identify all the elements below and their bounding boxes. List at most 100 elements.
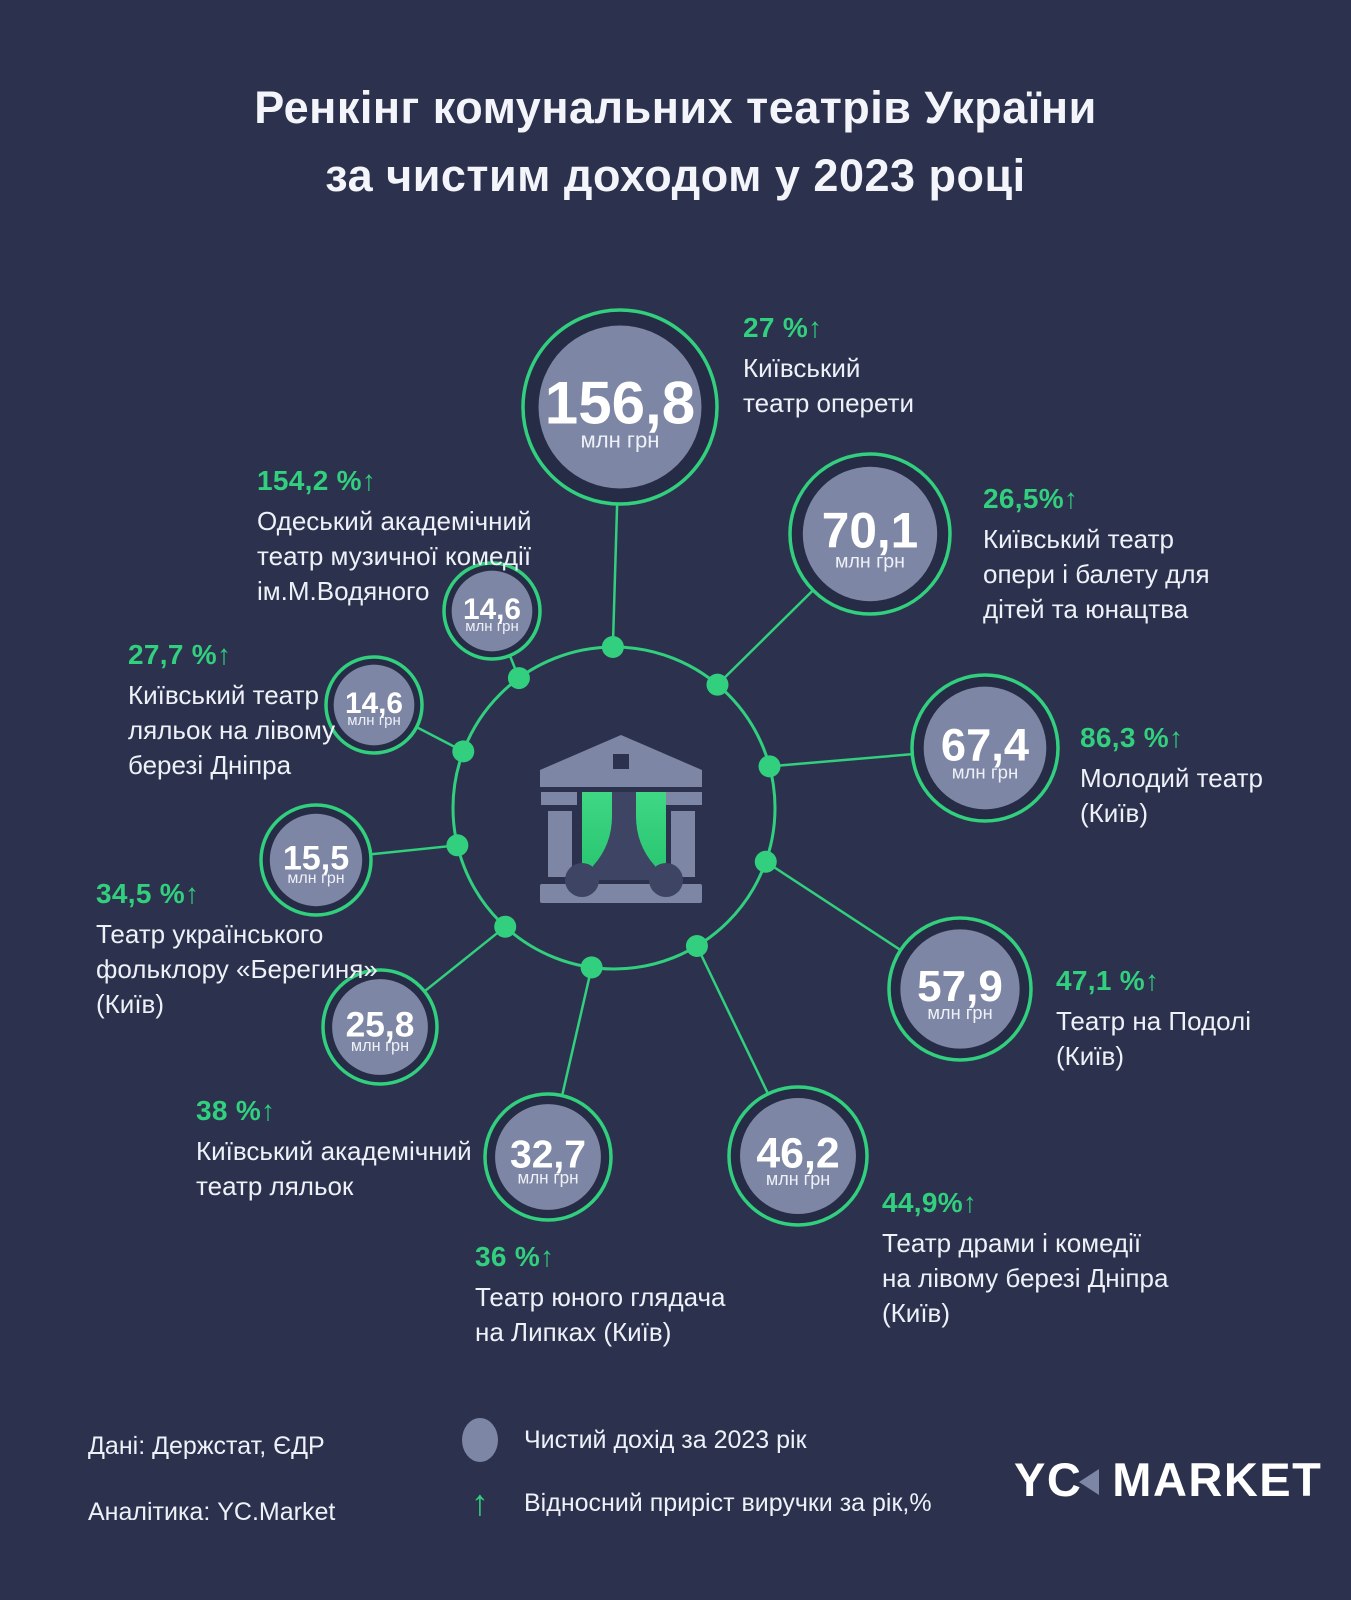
theater-label: 86,3 %↑ Молодий театр (Київ)	[1080, 722, 1263, 831]
theater-name-line: Київський академічний	[196, 1136, 472, 1166]
ring-dot	[452, 740, 475, 763]
bubble-unit: млн грн	[927, 1002, 992, 1023]
theater-name-line: (Київ)	[1056, 1041, 1125, 1071]
theater-name-line: Київський театр	[128, 680, 319, 710]
revenue-bubble-inner	[740, 1098, 856, 1214]
growth-percent: 38 %↑	[196, 1095, 276, 1126]
ring-dot	[494, 915, 517, 938]
theater-name-line: театр музичної комедії	[257, 541, 532, 571]
growth-percent: 154,2 %↑	[257, 465, 377, 496]
bubble-unit: млн грн	[351, 1037, 409, 1055]
theater-name-line: (Київ)	[96, 989, 165, 1019]
bubble-unit: млн грн	[465, 618, 519, 635]
bubble-value: 57,9	[917, 962, 1003, 1011]
revenue-bubble-inner	[451, 570, 533, 652]
legend-income-label: Чистий дохід за 2023 рік	[524, 1425, 807, 1454]
theater-label: 44,9%↑ Театр драми і комедії на лівому бер…	[882, 1187, 1168, 1331]
growth-arrow-icon: ↑	[471, 1482, 489, 1523]
bubble-unit: млн грн	[581, 428, 660, 453]
theater-name-line: Одеський академічний	[257, 506, 532, 536]
theater-name-line: Молодий театр	[1080, 763, 1263, 793]
theater-name-line: (Київ)	[882, 1298, 951, 1328]
data-source: Дані: Держстат, ЄДР	[88, 1432, 325, 1460]
bubble-unit: млн грн	[287, 870, 344, 887]
theater-label: 27 %↑ Київський театр оперети	[743, 312, 914, 421]
growth-percent: 47,1 %↑	[1056, 965, 1160, 996]
revenue-bubble-inner	[900, 929, 1020, 1049]
bubble-value: 25,8	[346, 1006, 415, 1045]
ring-dot	[754, 850, 777, 873]
bubble-value: 14,6	[463, 593, 521, 626]
bubble-unit: млн грн	[952, 762, 1018, 783]
logo-part-market: MARKET	[1112, 1453, 1323, 1506]
bubble-value: 14,6	[345, 687, 403, 720]
growth-percent: 86,3 %↑	[1080, 722, 1184, 753]
theater-name-line: Театр на Подолі	[1056, 1006, 1251, 1036]
bubble-unit: млн грн	[347, 712, 401, 729]
theater-name-line: березі Дніпра	[128, 750, 292, 780]
growth-percent: 27 %↑	[743, 312, 823, 343]
theater-name-line: Театр українського	[96, 919, 324, 949]
theater-building-icon	[540, 735, 702, 903]
title-line-2: за чистим доходом у 2023 році	[325, 149, 1026, 201]
logo-triangle-icon	[1079, 1469, 1100, 1495]
theater-name-line: ім.М.Водяного	[257, 576, 430, 606]
yc-market-logo: YC MARKET	[1014, 1452, 1322, 1507]
revenue-bubble-inner	[269, 813, 363, 907]
legend: Чистий дохід за 2023 рік ↑ Відносний при…	[462, 1418, 932, 1525]
bubble-value: 46,2	[756, 1130, 839, 1178]
ring-dot	[507, 667, 530, 690]
ring-dot	[758, 755, 781, 778]
legend-growth-label: Відносний приріст виручки за рік,%	[524, 1488, 932, 1517]
ring-dot	[685, 935, 708, 958]
ring-dot	[446, 834, 469, 857]
theater-name-line: ляльок на лівому	[128, 715, 336, 745]
legend-row-income: Чистий дохід за 2023 рік	[462, 1418, 932, 1462]
theater-name-line: Театр юного глядача	[475, 1282, 726, 1312]
theater-label: 34,5 %↑ Театр українського фольклору «Бере…	[96, 878, 378, 1022]
page-title: Ренкінг комунальних театрів України за ч…	[0, 74, 1351, 209]
theater-label: 27,7 %↑ Київський театр ляльок на лівому бе…	[128, 639, 335, 783]
growth-percent: 26,5%↑	[983, 483, 1079, 514]
bubble-unit: млн грн	[766, 1169, 830, 1189]
growth-percent: 34,5 %↑	[96, 878, 200, 909]
analytics-credit: Аналітика: YC.Market	[88, 1498, 336, 1526]
theater-label: 38 %↑ Київський академічний театр ляльок	[196, 1095, 472, 1204]
net-income-bubble-icon	[462, 1418, 498, 1462]
ring-dot	[601, 636, 624, 659]
theater-name-line: (Київ)	[1080, 798, 1149, 828]
revenue-bubble-inner	[923, 686, 1047, 810]
theater-name-line: на лівому березі Дніпра	[882, 1263, 1169, 1293]
theater-label: 26,5%↑ Київський театр опери і балету для д…	[983, 483, 1210, 627]
growth-percent: 27,7 %↑	[128, 639, 232, 670]
ring-dot	[706, 673, 729, 696]
revenue-bubble-inner	[802, 466, 938, 602]
bubble-unit: млн грн	[835, 551, 905, 573]
ring-dot	[580, 956, 603, 979]
theater-name-line: Театр драми і комедії	[882, 1228, 1142, 1258]
bubble-value: 32,7	[510, 1134, 586, 1177]
theater-name-line: Київський театр	[983, 524, 1174, 554]
theater-label: 36 %↑ Театр юного глядача на Липках (Київ)	[475, 1241, 726, 1350]
revenue-bubble-inner	[495, 1104, 601, 1210]
title-line-1: Ренкінг комунальних театрів України	[254, 82, 1097, 133]
bubble-value: 67,4	[941, 719, 1029, 770]
revenue-bubble-inner	[333, 664, 415, 746]
theater-name-line: фольклору «Берегиня»	[96, 954, 378, 984]
revenue-bubble-inner	[538, 325, 702, 489]
bubble-value: 15,5	[283, 839, 349, 877]
bubble-value: 156,8	[545, 369, 695, 436]
theater-name-line: театр ляльок	[196, 1171, 354, 1201]
theater-name-line: опери і балету для	[983, 559, 1210, 589]
theater-name-line: театр оперети	[743, 388, 915, 418]
logo-part-yc: YC	[1014, 1453, 1083, 1506]
revenue-bubble-inner	[332, 979, 428, 1075]
theater-name-line: Київський	[743, 353, 861, 383]
footer-credits: Дані: Держстат, ЄДР Аналітика: YC.Market	[88, 1432, 335, 1527]
theater-label: 47,1 %↑ Театр на Подолі (Київ)	[1056, 965, 1251, 1074]
theater-name-line: на Липках (Київ)	[475, 1317, 672, 1347]
bubble-value: 70,1	[822, 503, 919, 559]
growth-percent: 44,9%↑	[882, 1187, 978, 1218]
